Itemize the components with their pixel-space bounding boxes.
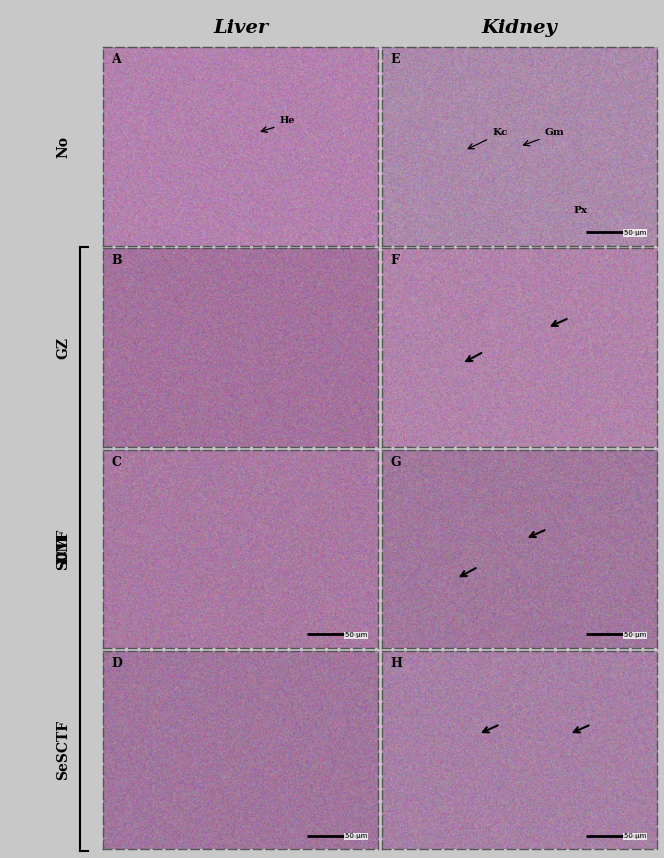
- Text: Kc: Kc: [492, 128, 507, 136]
- Text: SeSCTF: SeSCTF: [56, 720, 70, 780]
- Text: 50 μm: 50 μm: [345, 833, 367, 839]
- Text: H: H: [390, 656, 402, 670]
- Text: Kidney: Kidney: [481, 19, 558, 37]
- Text: 50 μm: 50 μm: [624, 833, 646, 839]
- Text: No: No: [56, 136, 70, 158]
- Text: B: B: [111, 254, 122, 268]
- Text: A: A: [111, 53, 121, 66]
- Text: E: E: [390, 53, 400, 66]
- Text: F: F: [390, 254, 399, 268]
- Text: 50 μm: 50 μm: [345, 632, 367, 638]
- Text: GZ: GZ: [56, 336, 70, 359]
- Text: He: He: [280, 116, 295, 124]
- Text: Gm: Gm: [544, 128, 564, 136]
- Text: 50 μm: 50 μm: [624, 230, 646, 236]
- Text: DM: DM: [56, 534, 70, 564]
- Text: Px: Px: [573, 206, 587, 214]
- Text: SCTF: SCTF: [56, 529, 70, 570]
- Text: 50 μm: 50 μm: [624, 632, 646, 638]
- Text: D: D: [111, 656, 122, 670]
- Text: G: G: [390, 456, 400, 468]
- Text: C: C: [111, 456, 122, 468]
- Text: Liver: Liver: [213, 19, 268, 37]
